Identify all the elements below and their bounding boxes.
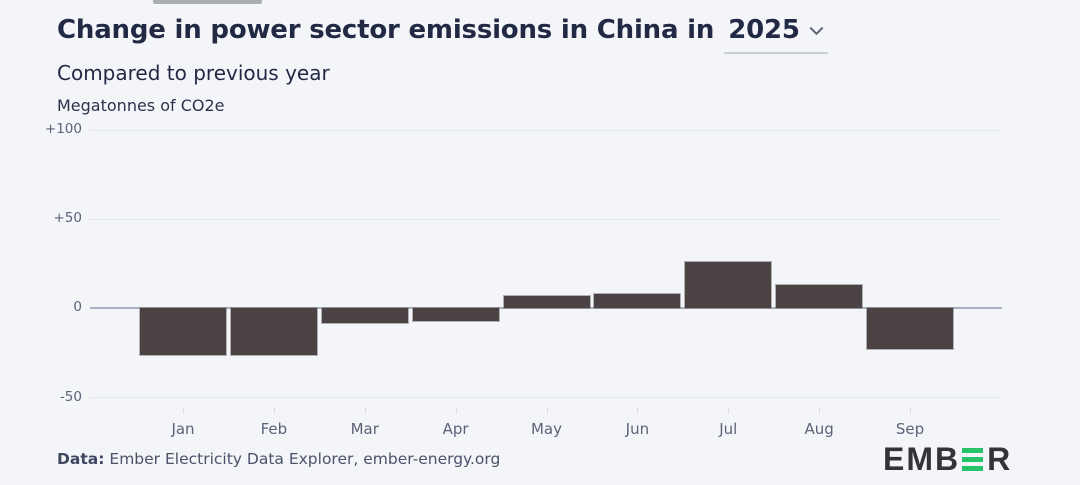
bar-aug[interactable] (775, 284, 864, 310)
x-axis-label: Mar (350, 420, 379, 438)
x-axis-tick (273, 408, 275, 414)
x-axis-tick (364, 408, 366, 414)
x-axis-tick (183, 408, 184, 414)
bar-jul[interactable] (684, 260, 773, 310)
bar-jun[interactable] (593, 293, 682, 310)
x-axis-tick (728, 408, 730, 414)
title-text: Change in power sector emissions in Chin… (57, 15, 715, 45)
y-axis-label: -50 (59, 388, 82, 405)
year-dropdown[interactable]: 2025 (724, 13, 828, 54)
x-axis-tick (546, 408, 548, 414)
x-axis-label: Jun (625, 420, 650, 438)
logo-green-e-icon (962, 448, 984, 471)
gridline (90, 397, 1002, 398)
chart-header: Change in power sector emissions in Chin… (57, 13, 828, 115)
year-dropdown-value: 2025 (728, 15, 800, 45)
x-axis-tick (819, 408, 821, 414)
x-axis-label: Jan (171, 420, 195, 438)
bar-feb[interactable] (229, 307, 318, 356)
logo-letters-emb: EMB (883, 441, 961, 477)
x-axis-label: May (530, 420, 562, 438)
bar-apr[interactable] (411, 307, 500, 322)
y-axis-label: 0 (73, 299, 82, 316)
gridline (90, 129, 1002, 131)
scrollbar-thumb[interactable] (153, 0, 262, 4)
x-axis-label: Sep (895, 420, 925, 438)
page-title: Change in power sector emissions in Chin… (57, 13, 828, 54)
data-source: Data: Ember Electricity Data Explorer, em… (57, 450, 500, 468)
x-axis-label: Jul (719, 420, 738, 438)
bar-jan[interactable] (139, 307, 227, 356)
gridline (90, 218, 1002, 220)
axis-unit-label: Megatonnes of CO2e (57, 96, 225, 115)
x-axis-tick (455, 408, 457, 414)
bar-may[interactable] (502, 294, 591, 310)
ember-logo: EMB R (883, 441, 1013, 477)
x-axis-tick (637, 408, 639, 414)
x-axis-tick (910, 408, 911, 414)
bar-mar[interactable] (320, 307, 409, 324)
y-axis-label: +100 (44, 121, 82, 137)
chart-subtitle: Compared to previous year (57, 61, 330, 85)
zero-line (90, 307, 1002, 310)
chevron-down-icon (809, 26, 824, 36)
x-axis-label: Apr (442, 420, 469, 438)
bar-sep[interactable] (866, 307, 954, 351)
y-axis-label: +50 (53, 210, 83, 227)
x-axis-label: Aug (804, 420, 834, 438)
source-label: Data: (57, 450, 105, 468)
logo-letter-r: R (987, 441, 1013, 477)
source-text: Ember Electricity Data Explorer, ember-e… (109, 450, 501, 468)
x-axis-label: Feb (260, 420, 288, 438)
